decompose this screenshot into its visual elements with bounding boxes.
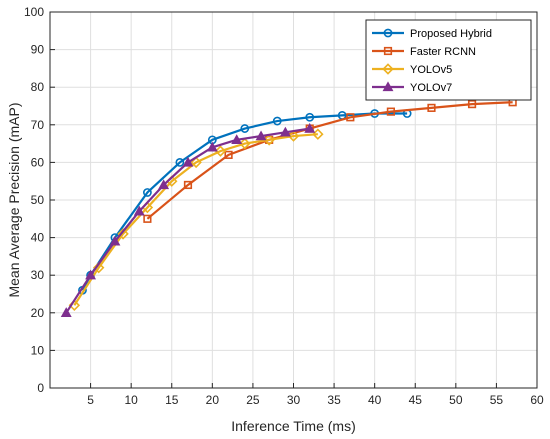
x-axis-title: Inference Time (ms) [231,418,355,434]
data-point [60,307,72,317]
y-axis-title: Mean Average Precision (mAP) [6,102,22,297]
x-tick-label: 45 [409,393,423,407]
data-point [287,130,300,142]
x-tick-label: 35 [327,393,341,407]
data-point [214,145,227,157]
data-point [143,214,152,223]
x-tick-label: 10 [124,393,138,407]
x-tick-label: 5 [87,393,94,407]
series-line [146,101,513,220]
y-tick-label: 60 [31,155,45,169]
legend-marker [383,46,393,56]
series-3 [60,122,316,317]
plot-series [60,98,517,317]
data-point [240,124,250,133]
data-point [92,261,105,274]
y-tick-label: 50 [31,193,45,207]
x-tick-label: 60 [530,393,544,407]
data-point [239,137,251,150]
y-tick-label: 40 [31,231,45,245]
x-tick-label: 15 [165,393,179,407]
y-tick-label: 80 [31,80,45,94]
data-point [346,113,355,122]
data-point [305,112,315,122]
data-point [158,179,170,190]
legend: Proposed Hybrid Faster RCNN YOLOv5 YOLOv7 [365,19,532,101]
y-tick-label: 70 [31,118,45,132]
data-point [85,269,97,280]
x-tick-label: 40 [368,393,382,407]
data-point [304,122,316,133]
data-point [467,100,477,109]
x-tick-label: 25 [246,393,260,407]
y-tick-label: 0 [37,381,44,395]
data-point [255,130,267,141]
y-tick-label: 30 [31,268,45,282]
data-point [133,205,145,216]
data-point [427,103,436,112]
data-point [117,228,129,240]
data-point [109,235,121,246]
x-tick-label: 55 [490,393,504,407]
data-point [190,156,202,169]
data-point [182,156,194,167]
legend-label: YOLOv7 [410,82,452,94]
data-point [142,188,152,197]
data-point [263,134,275,146]
y-tick-label: 10 [31,343,45,357]
legend-label: Faster RCNN [410,46,476,58]
data-point [279,126,291,137]
x-tick-label: 20 [206,393,220,407]
legend-label: YOLOv5 [410,64,452,76]
data-point [206,141,218,152]
axis-ticks: 5 10 15 20 25 30 35 40 45 50 55 60 0 10 20 30 40 50 60 70 80… [24,5,544,407]
data-point [231,134,243,145]
data-point [272,116,282,126]
x-tick-label: 50 [449,393,463,407]
y-tick-label: 100 [24,5,44,19]
y-tick-label: 20 [31,306,45,320]
data-point [183,180,193,190]
data-point [224,150,233,159]
data-point [175,157,185,167]
legend-marker [383,28,393,38]
legend-marker [382,81,394,92]
legend-marker [382,63,394,75]
data-point [386,107,396,116]
legend-label: Proposed Hybrid [410,28,492,40]
y-tick-label: 90 [31,43,45,57]
x-tick-label: 30 [287,393,301,407]
